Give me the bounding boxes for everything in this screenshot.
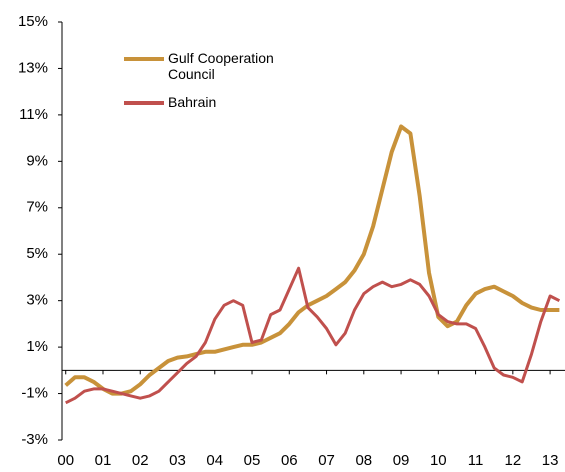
y-tick-label: 5%	[26, 245, 48, 262]
x-tick-label: 04	[206, 452, 223, 469]
legend-item: Gulf Cooperation Council	[118, 50, 293, 82]
x-tick-label: 11	[468, 452, 484, 469]
series-line	[64, 124, 560, 396]
x-tick-label: 09	[393, 452, 410, 469]
legend-label: Gulf Cooperation Council	[168, 50, 274, 82]
legend: Gulf Cooperation Council Bahrain	[118, 50, 293, 122]
y-tick-label: -1%	[21, 385, 48, 402]
y-tick-label: -3%	[21, 431, 48, 448]
x-tick-label: 05	[244, 452, 261, 469]
legend-swatch	[124, 101, 164, 105]
x-tick-label: 02	[132, 452, 149, 469]
x-tick-label: 06	[281, 452, 298, 469]
series-line	[65, 266, 561, 405]
x-tick-label: 01	[95, 452, 112, 469]
x-tick-label: 12	[504, 452, 521, 469]
y-tick-label: 1%	[26, 338, 48, 355]
x-tick-label: 10	[430, 452, 447, 469]
y-tick-label: 15%	[18, 13, 48, 30]
x-tick-label: 07	[318, 452, 335, 469]
y-tick-label: 11%	[19, 106, 48, 123]
legend-label: Bahrain	[168, 94, 217, 110]
x-tick-label: 03	[169, 452, 186, 469]
x-tick-label: 08	[355, 452, 372, 469]
y-tick-label: 7%	[26, 199, 48, 216]
y-tick-label: 13%	[18, 59, 48, 76]
legend-item: Bahrain	[118, 94, 293, 110]
x-tick-label: 00	[57, 452, 74, 469]
legend-swatch	[124, 57, 164, 61]
y-tick-label: 3%	[26, 292, 48, 309]
x-tick-label: 13	[542, 452, 559, 469]
y-tick-label: 9%	[26, 152, 48, 169]
